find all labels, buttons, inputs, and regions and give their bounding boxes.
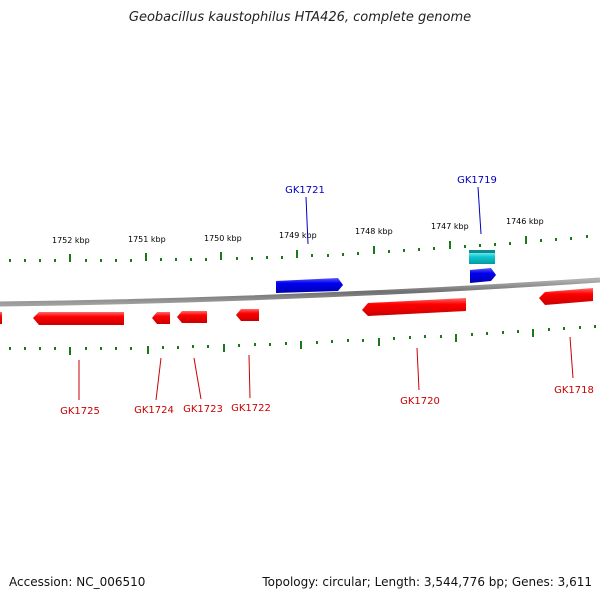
upper-scale-ticks (9, 235, 588, 262)
gene-gk1725-arrow[interactable] (33, 312, 124, 325)
scale-label-1749: 1749 kbp (279, 231, 317, 240)
scale-label-1751: 1751 kbp (128, 235, 166, 244)
gene-gk1718-arrow[interactable] (539, 288, 593, 305)
gk1720-connector (416, 347, 420, 391)
gene-gk1722-arrow[interactable] (236, 309, 259, 321)
gk1722-connector (248, 354, 251, 399)
scale-label-1752: 1752 kbp (52, 236, 90, 245)
genome-backbone (0, 277, 600, 307)
gene-edge-fragment-arrow[interactable] (0, 312, 2, 324)
genome-summary-text: Topology: circular; Length: 3,544,776 bp… (262, 575, 592, 589)
scale-label-1750: 1750 kbp (204, 234, 242, 243)
gene-label-gk1723[interactable]: GK1723 (183, 404, 223, 415)
gene-gk1721-arrow[interactable] (276, 278, 343, 293)
gene-gk1723-arrow[interactable] (177, 311, 207, 323)
genome-title: Geobacillus kaustophilus HTA426, complet… (128, 10, 472, 25)
gene-label-gk1721[interactable]: GK1721 (285, 185, 325, 196)
gene-label-gk1720[interactable]: GK1720 (400, 396, 440, 407)
gk1724-connector (155, 357, 162, 401)
gene-gk1720-arrow[interactable] (362, 298, 466, 316)
scale-label-1748: 1748 kbp (355, 227, 393, 236)
gk1718-connector (569, 336, 574, 379)
accession-text: Accession: NC_006510 (9, 575, 146, 589)
gene-label-gk1725[interactable]: GK1725 (60, 406, 100, 417)
gene-label-gk1724[interactable]: GK1724 (134, 405, 174, 416)
gk1721-connector (305, 196, 309, 245)
gene-label-gk1718[interactable]: GK1718 (554, 385, 594, 396)
gene-gk1719-arrow[interactable] (470, 268, 496, 283)
feature-cyan[interactable] (469, 250, 495, 264)
gene-gk1724-arrow[interactable] (152, 312, 170, 324)
gk1723-connector (193, 357, 202, 400)
scale-label-1746: 1746 kbp (506, 217, 544, 226)
lower-scale-ticks (9, 325, 596, 355)
gene-label-gk1719[interactable]: GK1719 (457, 175, 497, 186)
gene-label-gk1722[interactable]: GK1722 (231, 403, 271, 414)
gk1719-connector (477, 186, 482, 235)
scale-label-1747: 1747 kbp (431, 222, 469, 231)
